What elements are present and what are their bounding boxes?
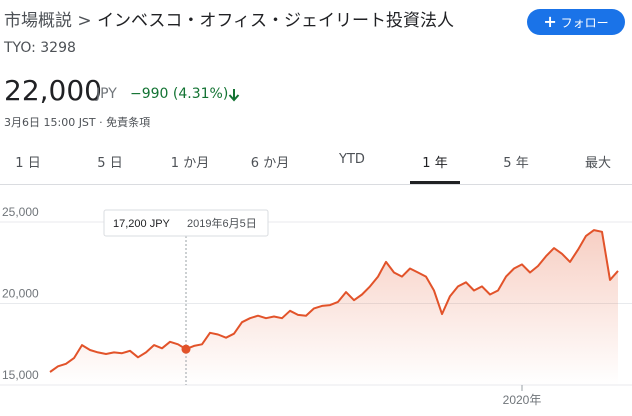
change: −990 (4.31%) [130,86,229,102]
timestamp-line: 3月6日 15:00 JST · 免責条項 [4,114,150,130]
range-tab[interactable]: 1 日 [15,156,41,171]
timestamp: 3月6日 15:00 JST [4,116,96,129]
tooltip-box [103,209,269,237]
tab-underline [410,181,460,184]
range-tab[interactable]: YTD [339,152,365,167]
range-tab[interactable]: 5 日 [97,156,123,171]
range-tab[interactable]: 6 か月 [250,156,290,171]
breadcrumb-root[interactable]: 市場概説 [4,11,72,31]
dot: · [99,116,103,129]
down-arrow [228,89,240,102]
ticker: TYO: 3298 [4,40,76,56]
breadcrumb: 市場概説 > インベスコ・オフィス・ジェイリート投資法人 [4,6,454,31]
y-tick-label: 25,000 [2,205,39,219]
plus-icon: + [543,12,557,31]
range-tab[interactable]: 1 年 [422,156,448,171]
disclaimer[interactable]: 免責条項 [106,116,151,129]
hover-dot [181,344,191,354]
range-tab[interactable]: 最大 [584,156,611,171]
follow-label: フォロー [560,16,609,30]
tooltip-date: 2019年6月5日 [187,216,257,230]
follow-button[interactable]: + フォロー [527,9,625,35]
range-tab[interactable]: 1 か月 [170,156,210,171]
currency: JPY [96,86,117,102]
separator: > [77,11,92,31]
y-tick-label: 20,000 [2,287,39,301]
area [50,230,618,385]
tooltip-value: 17,200 JPY [113,218,171,230]
x-tick-label: 2020年 [503,393,542,407]
range-tab[interactable]: 5 年 [503,156,529,171]
company-name: インベスコ・オフィス・ジェイリート投資法人 [97,11,455,31]
y-tick-label: 15,000 [2,368,39,382]
price-line [49,229,619,373]
range-tabs: 1 日 5 日 1 か月 6 か月 YTD 1 年 5 年 最大 [0,140,632,185]
price: 22,000 [4,74,102,107]
